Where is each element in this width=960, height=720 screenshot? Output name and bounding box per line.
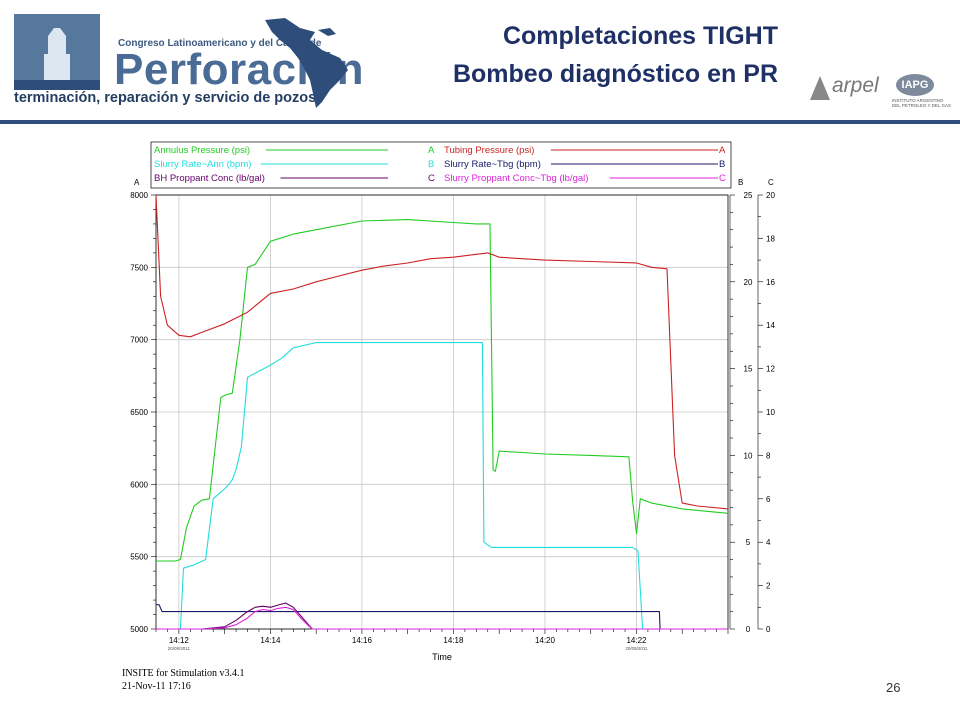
event-mark-1: 20/09/2011 bbox=[168, 646, 191, 651]
legend-axis-letter: B bbox=[428, 159, 434, 170]
latin-america-map-icon bbox=[265, 18, 348, 108]
axis-c-header: C bbox=[768, 178, 774, 187]
x-axis-title: Time bbox=[432, 652, 452, 662]
slide-subtitle: Bombeo diagnóstico en PR bbox=[452, 60, 778, 88]
series-line-6 bbox=[156, 606, 728, 630]
axis-c-tick-label: 10 bbox=[766, 408, 775, 417]
congress-logo: Congreso Latinoamericano y del Caribe de… bbox=[10, 8, 364, 116]
x-axis-tick-label: 14:22 bbox=[626, 636, 647, 645]
logo-emblem bbox=[14, 14, 100, 90]
series-line-1 bbox=[156, 219, 729, 562]
legend-label: Slurry Rate~Tbg (bpm) bbox=[444, 159, 541, 170]
x-axis-tick-label: 14:16 bbox=[352, 636, 373, 645]
series-line-4 bbox=[156, 604, 728, 630]
axis-c-tick-label: 18 bbox=[766, 234, 775, 243]
series-line-3 bbox=[156, 342, 728, 630]
series-line-5 bbox=[156, 602, 728, 630]
x-axis-tick-label: 14:18 bbox=[443, 636, 464, 645]
legend-label: Tubing Pressure (psi) bbox=[444, 145, 534, 156]
legend-label: Annulus Pressure (psi) bbox=[154, 145, 250, 156]
logo-small-text: Congreso Latinoamericano y del Caribe de bbox=[118, 38, 322, 49]
slide-title: Completaciones TIGHT bbox=[502, 22, 778, 50]
logo-subtitle: terminación, reparación y servicio de po… bbox=[14, 90, 317, 106]
arpel-logo: arpel bbox=[808, 72, 883, 104]
axis-c-tick-label: 12 bbox=[766, 365, 775, 374]
series-line-2 bbox=[155, 194, 729, 510]
x-axis-tick-label: 14:20 bbox=[535, 636, 556, 645]
axis-c-tick-label: 14 bbox=[766, 321, 775, 330]
software-stamp: INSITE for Stimulation v3.4.1 bbox=[122, 668, 245, 679]
legend-label: BH Proppant Conc (lb/gal) bbox=[154, 173, 265, 184]
axis-b-tick-label: 20 bbox=[744, 278, 753, 287]
legend-axis-letter: A bbox=[719, 145, 726, 156]
iapg-logo: IAPG INSTITUTO ARGENTINO DEL PETROLEO Y … bbox=[892, 74, 952, 116]
axis-b-tick-label: 5 bbox=[746, 538, 751, 547]
axis-a-tick-label: 7500 bbox=[130, 263, 148, 272]
legend-label: Slurry Rate~Ann (bpm) bbox=[154, 159, 251, 170]
axis-c-tick-label: 2 bbox=[766, 582, 771, 591]
iapg-badge: IAPG bbox=[896, 74, 934, 96]
axis-b-tick-label: 15 bbox=[744, 365, 753, 374]
axis-b-tick-label: 25 bbox=[744, 191, 753, 200]
axis-c-tick-label: 8 bbox=[766, 451, 771, 460]
legend-axis-letter: B bbox=[719, 159, 725, 170]
legend-axis-letter: C bbox=[719, 173, 726, 184]
axis-a-tick-label: 8000 bbox=[130, 191, 148, 200]
event-mark-2: 20/09/2011 bbox=[625, 646, 648, 651]
axis-a-tick-label: 6500 bbox=[130, 408, 148, 417]
legend-axis-letter: C bbox=[428, 173, 435, 184]
x-axis-tick-label: 14:14 bbox=[260, 636, 281, 645]
axis-a-tick-label: 5500 bbox=[130, 553, 148, 562]
axis-c-tick-label: 16 bbox=[766, 278, 775, 287]
axis-a-tick-label: 5000 bbox=[130, 625, 148, 634]
axis-c-tick-label: 4 bbox=[766, 538, 771, 547]
axis-b-header: B bbox=[738, 178, 743, 187]
legend-label: Slurry Proppant Conc~Tbg (lb/gal) bbox=[444, 173, 588, 184]
axis-a-tick-label: 7000 bbox=[130, 336, 148, 345]
arpel-emblem-icon bbox=[810, 76, 830, 100]
axis-c-tick-label: 20 bbox=[766, 191, 775, 200]
axis-c-tick-label: 0 bbox=[766, 625, 771, 634]
legend-axis-letter: A bbox=[428, 145, 435, 156]
arpel-wordmark: arpel bbox=[832, 74, 879, 97]
datetime-stamp: 21-Nov-11 17:16 bbox=[122, 681, 191, 692]
header-divider bbox=[0, 120, 960, 124]
axis-a-header: A bbox=[134, 178, 140, 187]
iapg-subtitle: INSTITUTO ARGENTINO DEL PETROLEO Y DEL G… bbox=[892, 98, 952, 108]
axis-b-tick-label: 10 bbox=[744, 451, 753, 460]
pump-chart: Annulus Pressure (psi) A Tubing Pressure (… bbox=[130, 141, 775, 662]
axis-b-tick-label: 0 bbox=[746, 625, 751, 634]
x-axis-tick-label: 14:12 bbox=[169, 636, 190, 645]
page-number: 26 bbox=[886, 680, 901, 695]
axis-a-tick-label: 6000 bbox=[130, 480, 148, 489]
axis-c-tick-label: 6 bbox=[766, 495, 771, 504]
